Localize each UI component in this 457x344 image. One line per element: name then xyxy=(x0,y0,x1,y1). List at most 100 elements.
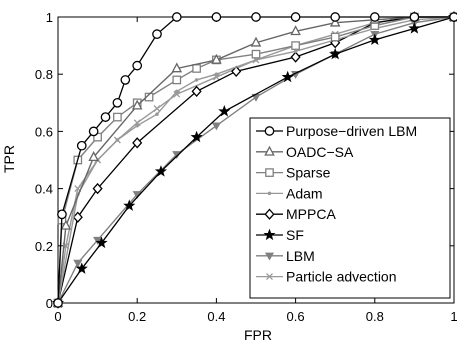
data-point xyxy=(281,70,294,83)
data-point xyxy=(115,138,120,142)
data-point xyxy=(218,105,231,117)
data-point xyxy=(76,140,87,151)
y-axis-label: TPR xyxy=(1,145,17,173)
data-point xyxy=(368,33,381,46)
legend-label: SF xyxy=(286,227,304,243)
data-point xyxy=(88,126,99,137)
legend-box xyxy=(249,117,451,299)
data-point xyxy=(329,16,341,27)
data-point xyxy=(211,122,221,131)
data-point xyxy=(135,123,140,128)
data-point xyxy=(131,99,143,110)
series-line xyxy=(57,16,455,304)
data-point xyxy=(214,72,219,77)
data-point xyxy=(192,64,201,73)
data-point xyxy=(231,65,242,78)
legend-label: LBM xyxy=(286,248,315,264)
data-point xyxy=(154,165,168,177)
data-point xyxy=(112,97,123,108)
x-axis-label: FPR xyxy=(244,327,272,343)
data-point xyxy=(60,219,72,230)
legend-swatch-marker xyxy=(265,168,274,177)
legend-swatch-marker-stroke xyxy=(266,273,273,281)
data-point xyxy=(191,85,202,98)
data-point xyxy=(53,298,63,308)
y-tick-label: 1 xyxy=(46,10,53,25)
data-point xyxy=(369,12,380,22)
legend-entry: SF xyxy=(256,227,304,243)
legend-entry: MPPCA xyxy=(256,206,336,222)
data-point xyxy=(100,112,111,122)
data-point xyxy=(95,236,108,249)
data-point xyxy=(173,90,181,98)
data-point xyxy=(172,75,182,85)
data-point xyxy=(290,12,301,22)
data-point xyxy=(251,49,261,59)
series-line xyxy=(57,16,454,304)
series-0 xyxy=(53,12,457,308)
data-point xyxy=(330,12,341,22)
data-point xyxy=(290,51,301,63)
data-point xyxy=(251,12,261,22)
legend-swatch-marker xyxy=(264,145,275,156)
data-point xyxy=(113,112,122,122)
legend-entry: Sparse xyxy=(256,165,331,181)
data-point xyxy=(330,32,340,42)
data-point xyxy=(194,78,199,82)
data-point xyxy=(174,89,179,94)
legend-entry: Adam xyxy=(256,185,323,201)
legend: Purpose−driven LBM OADC−SA Sparse Adam MPPCA… xyxy=(249,117,451,299)
legend-swatch-marker xyxy=(267,191,272,196)
data-point xyxy=(152,29,162,40)
data-point xyxy=(409,12,420,22)
data-point xyxy=(329,47,342,60)
data-point xyxy=(155,112,159,117)
data-point xyxy=(132,60,143,71)
data-point xyxy=(171,12,182,22)
x-tick-label: 0.2 xyxy=(128,309,146,324)
data-point xyxy=(211,53,222,64)
tick-labels-layer: 0 0.2 0.4 0.6 0.8 1 0 0.2 0.4 0.6 0.8 1 xyxy=(35,10,457,324)
legend-label: Adam xyxy=(286,185,323,201)
legend-swatch-marker xyxy=(266,273,273,281)
data-point xyxy=(153,105,161,112)
data-point xyxy=(449,12,457,22)
x-tick-label: 0.8 xyxy=(366,309,384,324)
data-point xyxy=(75,262,88,274)
data-point xyxy=(57,209,67,220)
data-point xyxy=(92,182,103,195)
legend-entry: OADC−SA xyxy=(256,144,354,160)
legend-swatch-marker xyxy=(264,252,275,261)
data-point xyxy=(190,130,203,143)
legend-label: Particle advection xyxy=(286,269,397,285)
x-tick-label: 0 xyxy=(54,309,61,324)
legend-swatch-marker xyxy=(264,208,275,220)
data-point xyxy=(211,12,222,22)
legend-label: MPPCA xyxy=(286,206,336,222)
data-point xyxy=(290,25,301,36)
y-tick-label: 0.4 xyxy=(35,182,53,197)
x-tick-label: 1 xyxy=(450,309,457,324)
legend-swatch-marker xyxy=(264,126,275,136)
data-point xyxy=(88,151,99,161)
legend-swatch-marker xyxy=(263,228,276,241)
legend-label: Purpose−driven LBM xyxy=(286,123,417,139)
data-point xyxy=(254,58,258,62)
data-point xyxy=(293,49,298,54)
legend-entry: Particle advection xyxy=(256,269,397,285)
data-point xyxy=(250,36,262,47)
legend-entry: LBM xyxy=(256,248,315,264)
y-tick-label: 0.8 xyxy=(35,67,53,82)
legend-label: Sparse xyxy=(286,165,331,181)
series-line xyxy=(57,16,454,304)
legend-label: OADC−SA xyxy=(286,144,354,160)
data-point xyxy=(132,137,143,149)
data-point xyxy=(73,259,83,268)
series-layer xyxy=(51,10,457,309)
x-tick-label: 0.4 xyxy=(207,309,225,324)
data-point xyxy=(408,22,421,34)
y-tick-label: 0.2 xyxy=(35,239,53,254)
y-tick-label: 0.6 xyxy=(35,124,53,139)
data-point-stroke xyxy=(153,105,161,112)
